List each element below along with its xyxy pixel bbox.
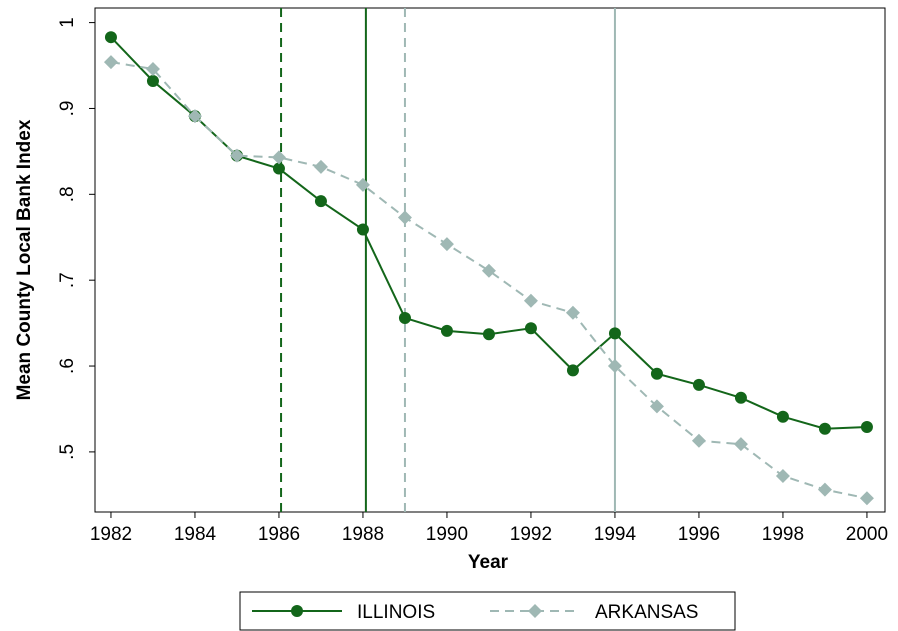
series-line (110, 61, 868, 500)
legend-symbol (291, 605, 303, 617)
legend-label: ILLINOIS (357, 602, 435, 623)
x-tick-label: 1998 (762, 524, 804, 545)
y-tick-label: .9 (57, 101, 78, 117)
x-axis-title: Year (468, 552, 509, 573)
data-point (566, 364, 579, 377)
data-point (229, 148, 244, 163)
data-point (775, 468, 790, 483)
legend-symbol (528, 604, 542, 618)
y-axis-title: Mean County Local Bank Index (14, 119, 35, 400)
y-tick-label: 1 (57, 17, 78, 28)
x-tick-label: 1986 (258, 524, 300, 545)
x-tick-label: 1994 (594, 524, 637, 545)
data-point (481, 263, 496, 278)
data-point (145, 61, 160, 76)
data-point (440, 324, 453, 337)
data-point (356, 223, 369, 236)
x-tick-label: 1990 (426, 524, 468, 545)
legend-label: ARKANSAS (595, 602, 698, 623)
y-tick-label: .6 (57, 358, 78, 374)
data-point (439, 237, 454, 252)
data-point (607, 359, 622, 374)
data-point (146, 74, 159, 87)
y-tick-label: .5 (57, 444, 78, 460)
x-tick-label: 2000 (846, 524, 888, 545)
data-point (104, 31, 117, 44)
data-point (313, 159, 328, 174)
data-point (523, 293, 538, 308)
data-point (103, 55, 118, 70)
x-tick-label: 1988 (342, 524, 384, 545)
x-tick-label: 1992 (510, 524, 552, 545)
data-point (314, 195, 327, 208)
data-point (482, 328, 495, 341)
data-point (565, 305, 580, 320)
data-point (818, 422, 831, 435)
y-tick-label: .7 (57, 272, 78, 288)
data-point (733, 437, 748, 452)
data-point (271, 150, 286, 165)
data-point (524, 322, 537, 335)
data-point (397, 210, 412, 225)
data-point (817, 482, 832, 497)
plot-frame (94, 7, 886, 513)
data-point (355, 177, 370, 192)
y-tick-label: .8 (57, 186, 78, 202)
data-point (734, 391, 747, 404)
data-point (187, 109, 202, 124)
data-point (272, 162, 285, 175)
data-point (608, 327, 621, 340)
data-point (649, 399, 664, 414)
data-point (691, 433, 706, 448)
data-point (776, 410, 789, 423)
data-point (650, 367, 663, 380)
x-tick-label: 1982 (90, 524, 132, 545)
data-point (859, 491, 874, 506)
data-point (860, 420, 873, 433)
series-line (110, 36, 867, 430)
data-point (692, 378, 705, 391)
data-point (398, 311, 411, 324)
x-tick-label: 1996 (678, 524, 720, 545)
x-tick-label: 1984 (174, 524, 217, 545)
